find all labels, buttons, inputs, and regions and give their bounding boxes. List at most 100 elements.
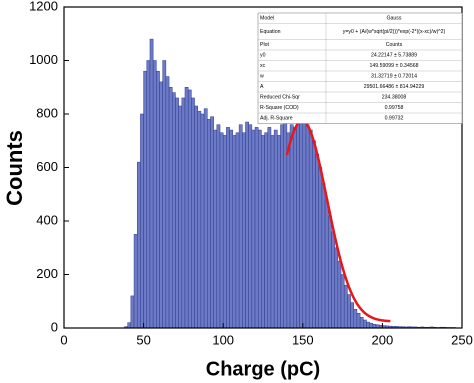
bar xyxy=(286,132,291,329)
bar xyxy=(331,231,335,329)
bar xyxy=(315,153,319,329)
bar xyxy=(168,87,173,329)
table-value: 149.59099 ± 0.34568 xyxy=(369,63,418,69)
bar xyxy=(305,124,310,329)
bar xyxy=(194,105,198,329)
bar xyxy=(363,319,367,329)
table-key: w xyxy=(260,74,264,80)
bar xyxy=(133,234,138,329)
bar xyxy=(187,89,192,329)
y-tick-label: 1000 xyxy=(29,52,58,67)
bar xyxy=(197,111,202,329)
bar xyxy=(366,321,370,329)
bar xyxy=(308,129,313,329)
table-value: Gauss xyxy=(387,16,402,22)
bar xyxy=(213,129,218,329)
bar xyxy=(130,295,135,329)
bar xyxy=(261,135,265,329)
table-key: Equation xyxy=(260,29,281,35)
bar xyxy=(127,322,132,329)
bar xyxy=(175,97,179,329)
x-tick-label: 50 xyxy=(136,332,150,347)
bar xyxy=(162,60,167,329)
bar xyxy=(165,76,170,329)
bar xyxy=(347,294,351,329)
bar xyxy=(292,127,297,329)
bar xyxy=(280,124,284,329)
bar xyxy=(299,119,304,329)
bar xyxy=(356,313,361,329)
bar xyxy=(321,183,326,329)
bar xyxy=(178,105,183,329)
x-tick-label: 100 xyxy=(212,332,234,347)
table-key: Adj. R-Square xyxy=(260,116,293,122)
table-key: Plot xyxy=(260,42,269,48)
bar xyxy=(226,127,230,329)
bar xyxy=(242,132,246,329)
bar xyxy=(324,199,329,329)
table-key: Reduced Chi-Sqr xyxy=(260,95,300,101)
table-value: 234.38008 xyxy=(382,95,407,101)
bar xyxy=(207,119,211,329)
bar xyxy=(318,167,323,329)
table-value: 24.22147 ± 5.73889 xyxy=(371,53,417,59)
y-axis-label: Counts xyxy=(2,130,27,206)
table-value: Counts xyxy=(386,42,403,48)
bar xyxy=(235,132,240,329)
fit-table xyxy=(257,12,463,124)
bar xyxy=(238,124,243,329)
bar xyxy=(369,322,374,329)
y-tick-label: 400 xyxy=(36,212,58,227)
bar xyxy=(152,60,157,329)
bar xyxy=(328,215,332,329)
table-key: R-Square (COD) xyxy=(260,105,299,111)
bar xyxy=(359,317,364,329)
bar xyxy=(159,81,163,329)
x-tick-label: 200 xyxy=(372,332,394,347)
bar xyxy=(203,108,208,329)
bar xyxy=(350,302,354,329)
y-tick-label: 600 xyxy=(36,159,58,174)
bar xyxy=(257,129,262,329)
bar xyxy=(273,129,278,329)
bar xyxy=(337,260,342,329)
y-tick-label: 1200 xyxy=(29,0,58,13)
x-tick-label: 150 xyxy=(292,332,314,347)
table-value: 0.99758 xyxy=(385,105,404,111)
y-tick-label: 0 xyxy=(51,319,58,334)
table-value: 31.32719 ± 0.72014 xyxy=(371,74,417,80)
bar xyxy=(146,60,151,329)
x-tick-label: 0 xyxy=(60,332,67,347)
table-value: 29501.66486 ± 814.94229 xyxy=(364,84,425,90)
bar xyxy=(270,135,275,329)
bar xyxy=(248,124,253,329)
y-tick-label: 200 xyxy=(36,266,58,281)
bar xyxy=(181,97,186,329)
bar xyxy=(222,135,227,329)
bar xyxy=(229,129,234,329)
x-axis-label: Charge (pC) xyxy=(206,358,320,380)
bar xyxy=(267,127,272,329)
bar xyxy=(143,70,148,329)
bar xyxy=(289,124,294,329)
bar xyxy=(251,129,256,329)
bar xyxy=(156,70,160,329)
bar xyxy=(216,124,221,329)
bar xyxy=(210,116,214,329)
bar xyxy=(343,284,348,329)
bar xyxy=(277,135,281,329)
table-key: xc xyxy=(260,63,266,69)
bar xyxy=(232,135,237,329)
x-tick-label: 250 xyxy=(451,332,473,347)
y-tick-label: 800 xyxy=(36,105,58,120)
table-key: y0 xyxy=(260,53,266,59)
table-value: y=y0 + (A/(w*sqrt(pi/2)))*exp(-2*((x-xc)… xyxy=(343,29,446,35)
bar xyxy=(184,87,189,329)
bar xyxy=(219,132,224,329)
bar xyxy=(254,127,259,329)
bar xyxy=(136,161,141,329)
bar xyxy=(334,247,339,329)
bar xyxy=(264,132,269,329)
bar xyxy=(140,113,144,329)
